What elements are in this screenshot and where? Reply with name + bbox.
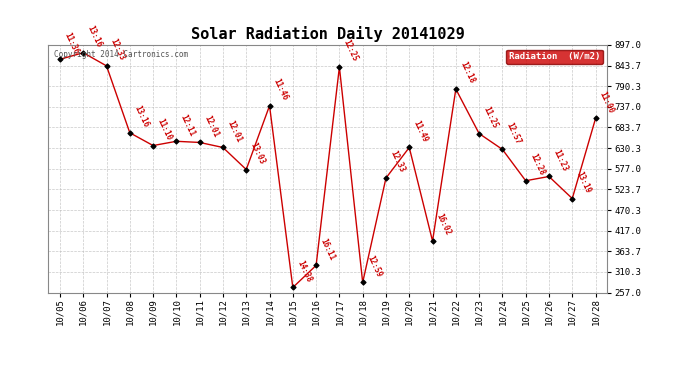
Point bbox=[473, 130, 484, 136]
Text: 13:19: 13:19 bbox=[575, 170, 593, 195]
Point bbox=[520, 178, 531, 184]
Point bbox=[78, 50, 89, 56]
Point bbox=[427, 238, 438, 244]
Point bbox=[194, 140, 205, 146]
Point bbox=[590, 116, 601, 122]
Text: 12:01: 12:01 bbox=[202, 114, 220, 139]
Text: 16:11: 16:11 bbox=[319, 237, 336, 262]
Point bbox=[171, 138, 182, 144]
Text: 12:33: 12:33 bbox=[388, 149, 406, 174]
Point bbox=[566, 195, 578, 201]
Point bbox=[217, 144, 228, 150]
Point bbox=[287, 285, 298, 291]
Text: 11:00: 11:00 bbox=[598, 90, 615, 115]
Text: 12:28: 12:28 bbox=[528, 152, 546, 177]
Point bbox=[451, 86, 462, 92]
Text: 11:36: 11:36 bbox=[62, 31, 80, 56]
Text: 12:57: 12:57 bbox=[505, 121, 522, 146]
Text: 16:02: 16:02 bbox=[435, 212, 453, 237]
Point bbox=[55, 56, 66, 62]
Point bbox=[357, 279, 368, 285]
Point bbox=[497, 146, 508, 152]
Text: 13:16: 13:16 bbox=[132, 104, 150, 129]
Point bbox=[241, 166, 252, 172]
Text: 11:46: 11:46 bbox=[272, 77, 290, 102]
Title: Solar Radiation Daily 20141029: Solar Radiation Daily 20141029 bbox=[191, 27, 464, 42]
Legend: Radiation  (W/m2): Radiation (W/m2) bbox=[506, 50, 602, 64]
Text: 12:01: 12:01 bbox=[226, 119, 243, 144]
Point bbox=[101, 63, 112, 69]
Text: 11:25: 11:25 bbox=[482, 105, 500, 130]
Text: Copyright 2014 Cartronics.com: Copyright 2014 Cartronics.com bbox=[54, 50, 188, 59]
Text: 13:16: 13:16 bbox=[86, 24, 104, 49]
Text: 14:38: 14:38 bbox=[295, 259, 313, 284]
Point bbox=[380, 175, 391, 181]
Text: 11:23: 11:23 bbox=[551, 148, 569, 172]
Text: 12:11: 12:11 bbox=[179, 112, 197, 137]
Text: 12:33: 12:33 bbox=[109, 37, 127, 62]
Point bbox=[264, 103, 275, 109]
Point bbox=[124, 130, 135, 136]
Point bbox=[404, 144, 415, 150]
Point bbox=[148, 142, 159, 148]
Point bbox=[310, 262, 322, 268]
Text: 11:10: 11:10 bbox=[155, 117, 173, 142]
Point bbox=[334, 64, 345, 70]
Text: 12:25: 12:25 bbox=[342, 38, 359, 63]
Text: 12:18: 12:18 bbox=[458, 60, 476, 85]
Point bbox=[544, 174, 555, 180]
Text: 11:49: 11:49 bbox=[411, 119, 429, 144]
Text: 13:03: 13:03 bbox=[248, 141, 266, 166]
Text: 12:59: 12:59 bbox=[365, 254, 383, 279]
